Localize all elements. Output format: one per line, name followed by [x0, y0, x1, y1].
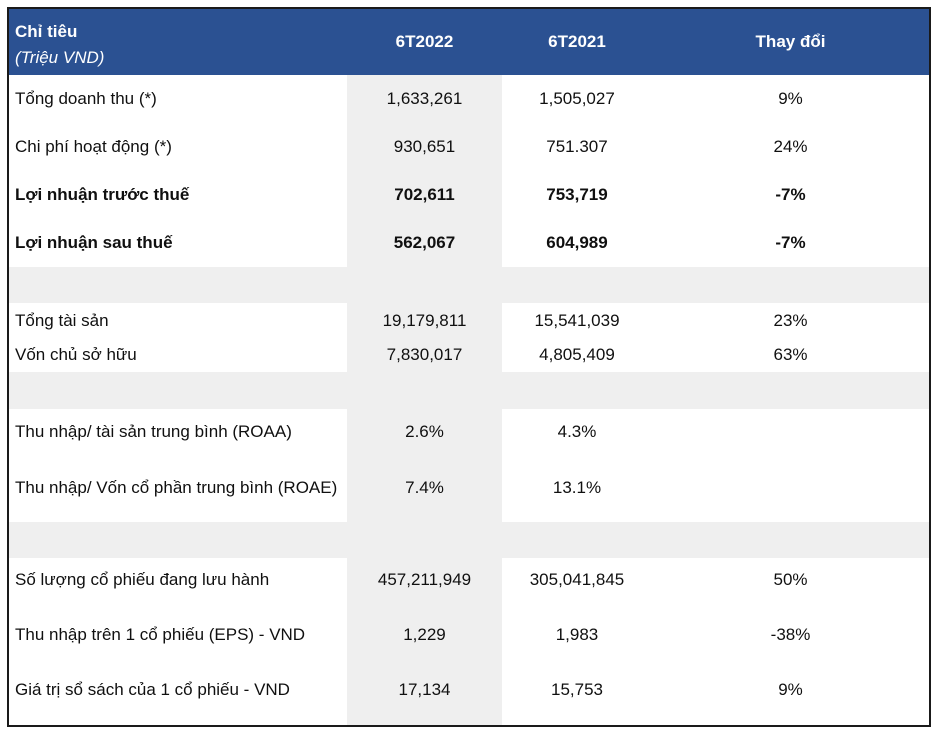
table-row: Tổng tài sản 19,179,811 15,541,039 23% — [9, 303, 929, 338]
value-6t2022: 702,611 — [394, 185, 455, 204]
column-header-6t2021: 6T2021 — [548, 32, 606, 51]
value-6t2022: 17,134 — [398, 679, 451, 699]
row-label: Lợi nhuận sau thuế — [15, 233, 173, 252]
table-row: Thu nhập/ Vốn cổ phần trung bình (ROAE) … — [9, 454, 929, 522]
value-6t2022: 2.6% — [405, 421, 444, 441]
value-6t2022: 7.4% — [405, 478, 444, 497]
table-row: Tổng doanh thu (*) 1,633,261 1,505,027 9… — [9, 75, 929, 123]
value-change: 24% — [773, 137, 808, 156]
value-6t2021: 1,505,027 — [539, 89, 615, 108]
table-row: Vốn chủ sở hữu 7,830,017 4,805,409 63% — [9, 338, 929, 372]
table-row: Số lượng cổ phiếu đang lưu hành 457,211,… — [9, 558, 929, 601]
header-subtitle: (Triệu VND) — [15, 47, 105, 67]
value-6t2021: 751.307 — [546, 137, 608, 156]
header-label-cell: Chỉ tiêu (Triệu VND) — [9, 14, 347, 71]
value-6t2021: 305,041,845 — [529, 569, 625, 589]
table-row: Thu nhập trên 1 cổ phiếu (EPS) - VND 1,2… — [9, 601, 929, 668]
value-6t2022: 19,179,811 — [382, 310, 467, 330]
column-header-6t2022: 6T2022 — [395, 32, 454, 51]
value-change: -38% — [770, 624, 811, 644]
value-6t2022: 7,830,017 — [386, 345, 463, 364]
table-header: Chỉ tiêu (Triệu VND) 6T2022 6T2021 Thay … — [9, 9, 929, 75]
header-title: Chỉ tiêu — [15, 21, 78, 41]
value-6t2021: 4.3% — [557, 421, 597, 441]
value-change — [652, 454, 929, 522]
value-change: 9% — [778, 679, 803, 699]
row-label: Tổng tài sản — [15, 310, 109, 330]
value-change: 63% — [773, 345, 808, 364]
financial-table: Chỉ tiêu (Triệu VND) 6T2022 6T2021 Thay … — [7, 7, 931, 727]
column-stripe-6t2022 — [347, 75, 502, 725]
value-6t2021: 15,753 — [551, 679, 603, 699]
value-6t2021: 15,541,039 — [534, 310, 620, 330]
value-change: 50% — [773, 569, 808, 589]
value-6t2021: 604,989 — [546, 233, 608, 252]
table-row: Chi phí hoạt động (*) 930,651 751.307 24… — [9, 123, 929, 171]
table-row: Giá trị sổ sách của 1 cổ phiếu - VND 17,… — [9, 668, 929, 711]
row-label: Lợi nhuận trước thuế — [15, 185, 190, 204]
value-change: 9% — [778, 89, 803, 108]
value-6t2022: 1,229 — [403, 624, 446, 644]
value-6t2021: 1,983 — [555, 624, 599, 644]
table-row: Lợi nhuận sau thuế 562,067 604,989 -7% — [9, 219, 929, 267]
row-label: Chi phí hoạt động (*) — [15, 137, 172, 156]
value-6t2022: 930,651 — [393, 137, 456, 156]
row-label: Tổng doanh thu (*) — [15, 89, 157, 108]
table-row: Lợi nhuận trước thuế 702,611 753,719 -7% — [9, 171, 929, 219]
row-label: Số lượng cổ phiếu đang lưu hành — [15, 569, 270, 589]
value-change: -7% — [775, 233, 806, 252]
row-label: Thu nhập/ tài sản trung bình (ROAA) — [15, 421, 292, 441]
value-6t2021: 4,805,409 — [539, 345, 615, 364]
value-change: 23% — [773, 310, 808, 330]
row-label: Thu nhập/ Vốn cổ phần trung bình (ROAE) — [15, 478, 338, 497]
value-6t2022: 457,211,949 — [377, 569, 472, 589]
row-label: Thu nhập trên 1 cổ phiếu (EPS) - VND — [15, 624, 306, 644]
value-6t2022: 562,067 — [393, 233, 456, 252]
table-row: Thu nhập/ tài sản trung bình (ROAA) 2.6%… — [9, 409, 929, 454]
value-6t2021: 753,719 — [546, 185, 608, 204]
value-6t2021: 13.1% — [552, 478, 602, 497]
value-6t2022: 1,633,261 — [386, 89, 463, 108]
row-label: Vốn chủ sở hữu — [15, 345, 137, 364]
value-change: -7% — [775, 185, 806, 204]
value-change — [652, 409, 929, 454]
row-label: Giá trị sổ sách của 1 cổ phiếu - VND — [15, 679, 290, 699]
column-header-thay-doi: Thay đổi — [755, 32, 826, 51]
